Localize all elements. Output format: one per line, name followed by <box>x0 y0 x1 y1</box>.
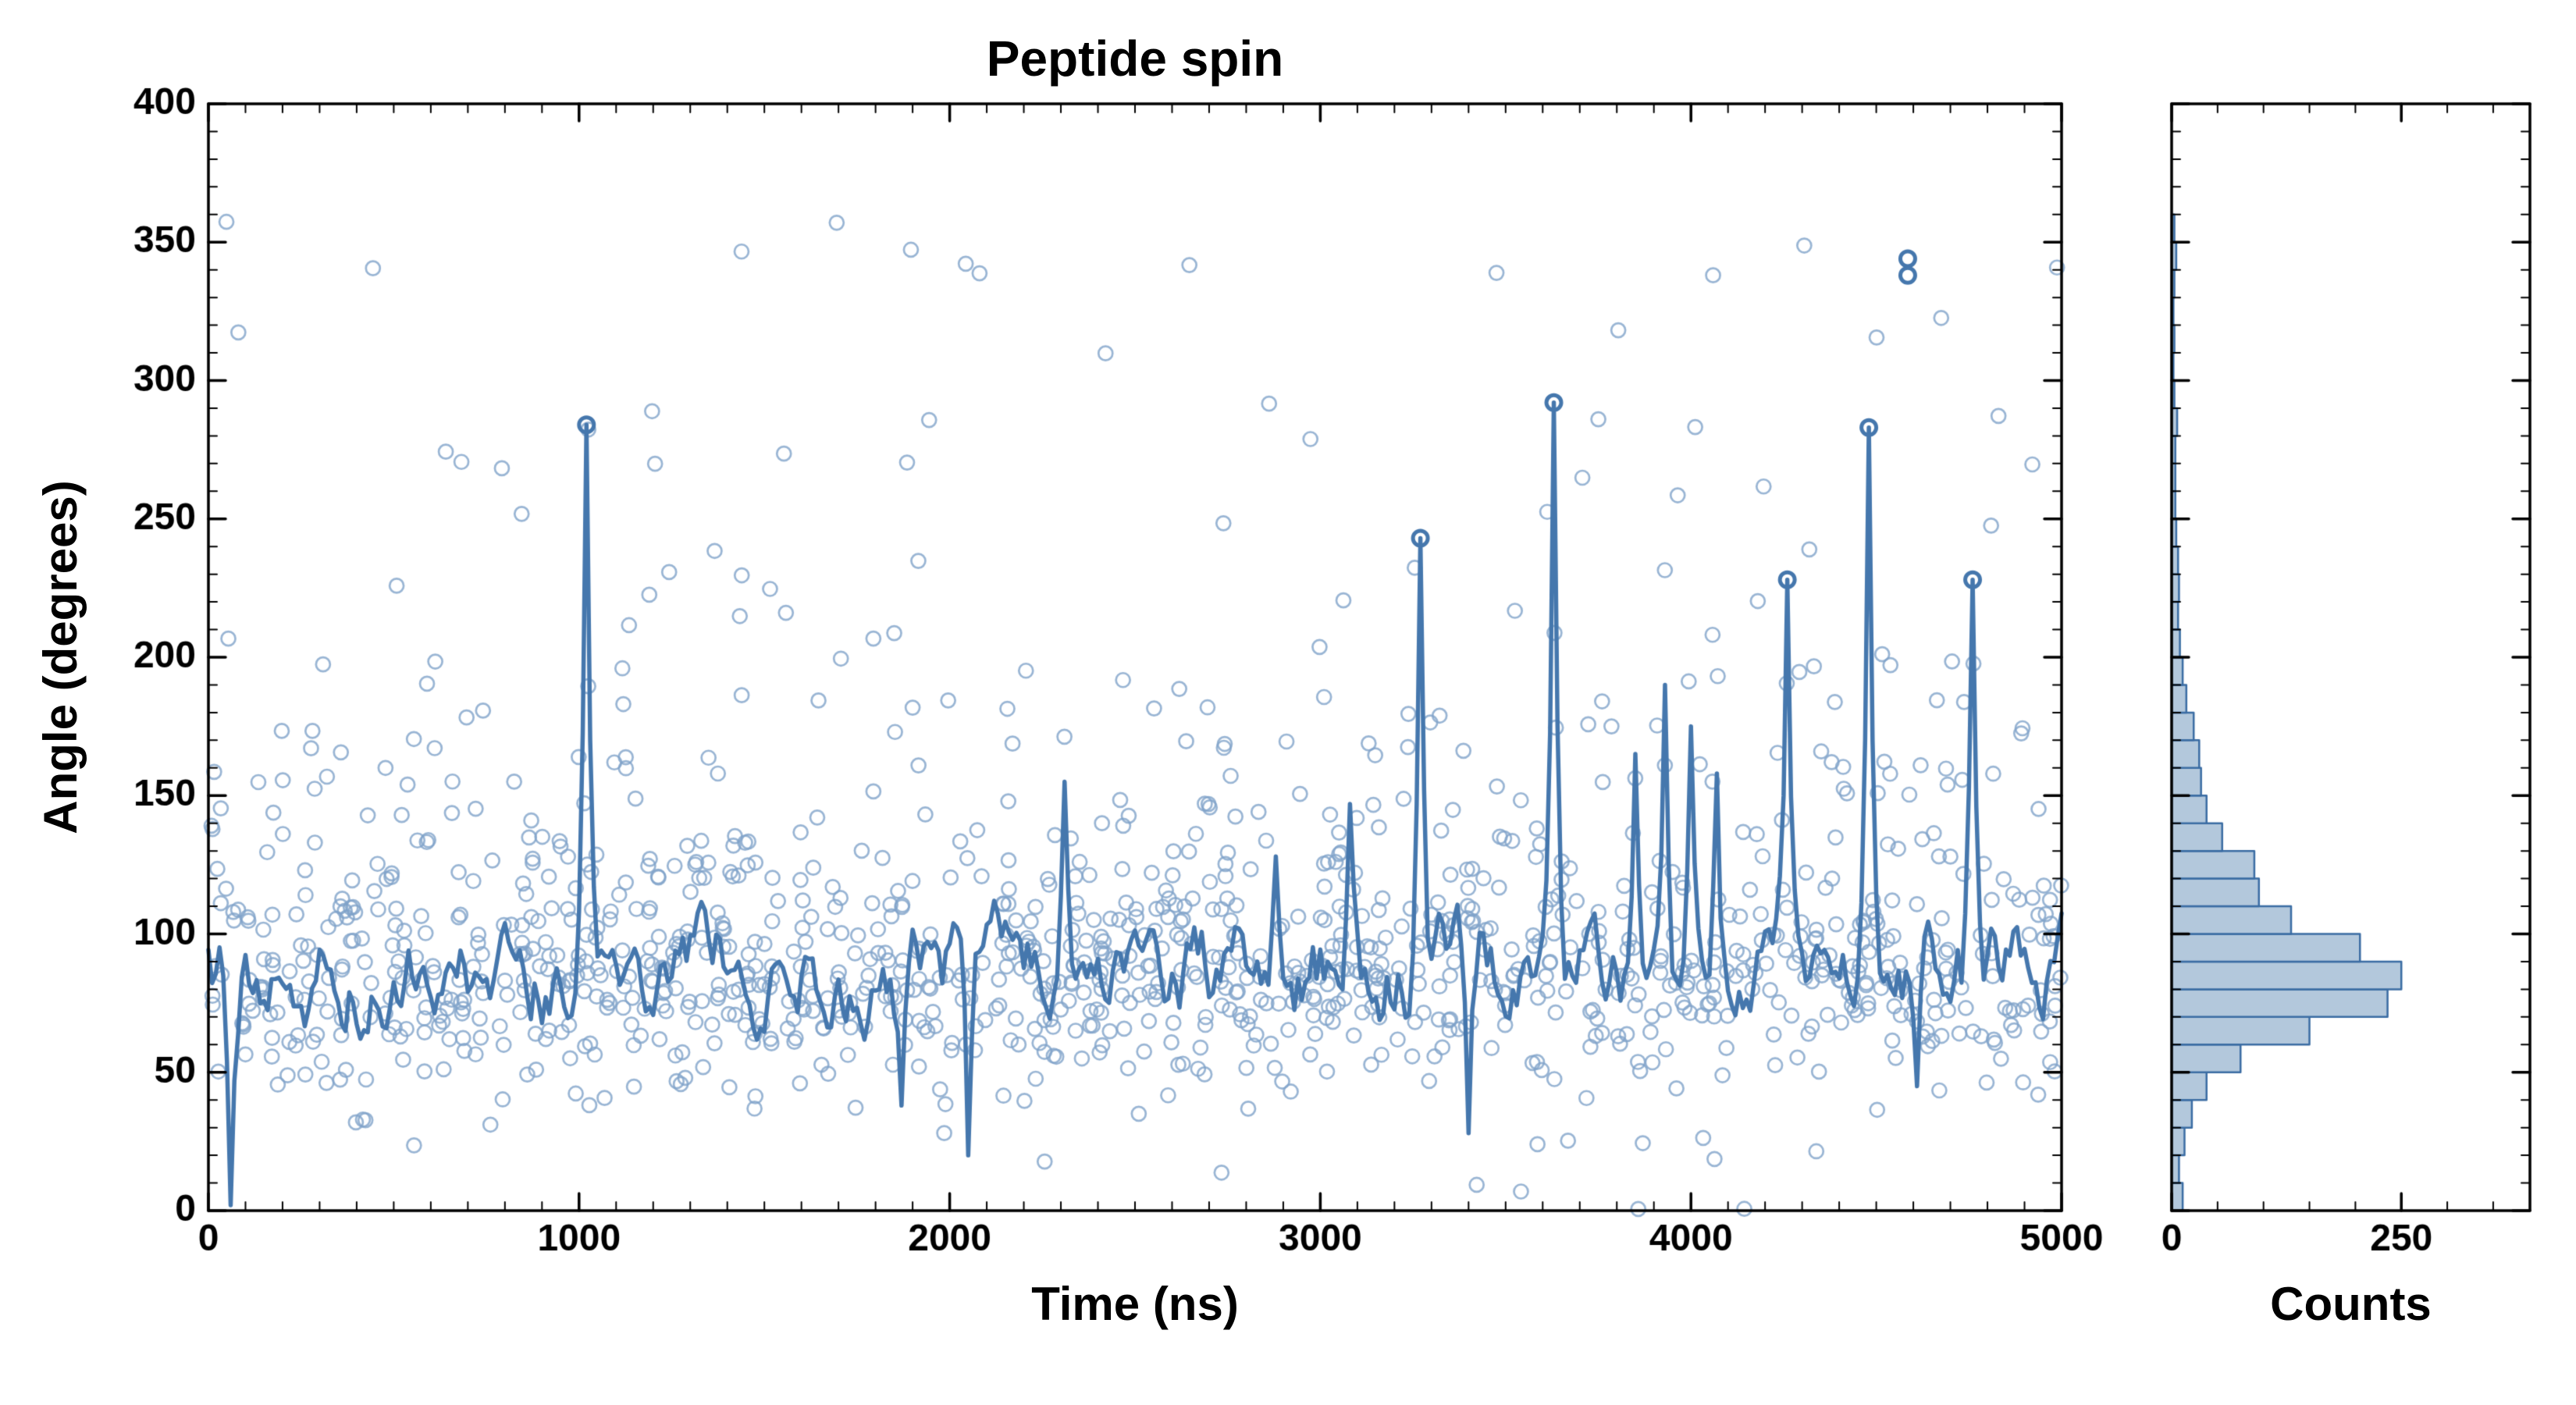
chart-title: Peptide spin <box>986 30 1284 87</box>
hist-x-axis-label: Counts <box>2270 1278 2432 1330</box>
y-axis-label: Angle (degrees) <box>34 480 87 834</box>
x-axis-label: Time (ns) <box>1031 1278 1239 1330</box>
